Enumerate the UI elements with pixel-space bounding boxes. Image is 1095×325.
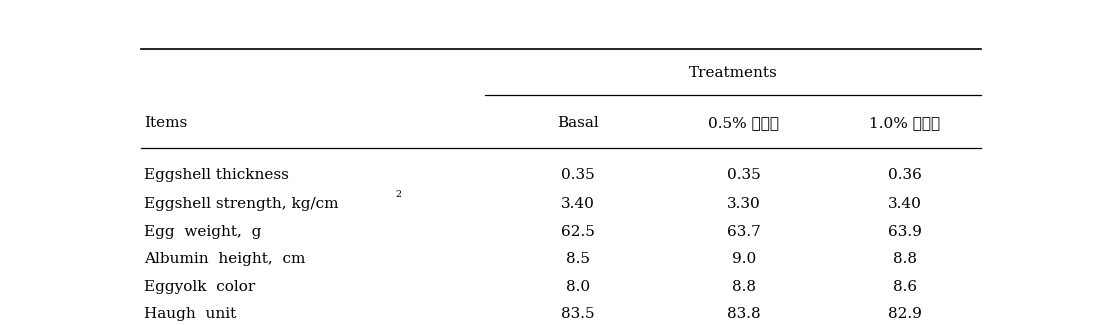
- Text: 8.8: 8.8: [892, 252, 917, 266]
- Text: 0.35: 0.35: [562, 168, 595, 182]
- Text: 0.5% 홍삼박: 0.5% 홍삼박: [708, 116, 780, 130]
- Text: 0.36: 0.36: [888, 168, 922, 182]
- Text: 0.35: 0.35: [727, 168, 761, 182]
- Text: 8.5: 8.5: [566, 252, 590, 266]
- Text: 63.7: 63.7: [727, 225, 761, 239]
- Text: Haugh  unit: Haugh unit: [143, 307, 235, 321]
- Text: 63.9: 63.9: [888, 225, 922, 239]
- Text: 3.40: 3.40: [562, 197, 595, 211]
- Text: 2: 2: [395, 190, 402, 199]
- Text: 82.9: 82.9: [888, 307, 922, 321]
- Text: Eggshell strength, kg/cm: Eggshell strength, kg/cm: [143, 197, 338, 211]
- Text: 9.0: 9.0: [731, 252, 756, 266]
- Text: Items: Items: [143, 116, 187, 130]
- Text: Treatments: Treatments: [689, 66, 777, 80]
- Text: 3.40: 3.40: [888, 197, 922, 211]
- Text: 83.8: 83.8: [727, 307, 760, 321]
- Text: Eggshell thickness: Eggshell thickness: [143, 168, 289, 182]
- Text: 8.0: 8.0: [566, 280, 590, 294]
- Text: Albumin  height,  cm: Albumin height, cm: [143, 252, 306, 266]
- Text: Egg  weight,  g: Egg weight, g: [143, 225, 261, 239]
- Text: 1.0% 홍삼박: 1.0% 홍삼박: [869, 116, 941, 130]
- Text: 8.6: 8.6: [892, 280, 917, 294]
- Text: Basal: Basal: [557, 116, 599, 130]
- Text: 83.5: 83.5: [562, 307, 595, 321]
- Text: Eggyolk  color: Eggyolk color: [143, 280, 255, 294]
- Text: 62.5: 62.5: [562, 225, 595, 239]
- Text: 8.8: 8.8: [731, 280, 756, 294]
- Text: 3.30: 3.30: [727, 197, 761, 211]
